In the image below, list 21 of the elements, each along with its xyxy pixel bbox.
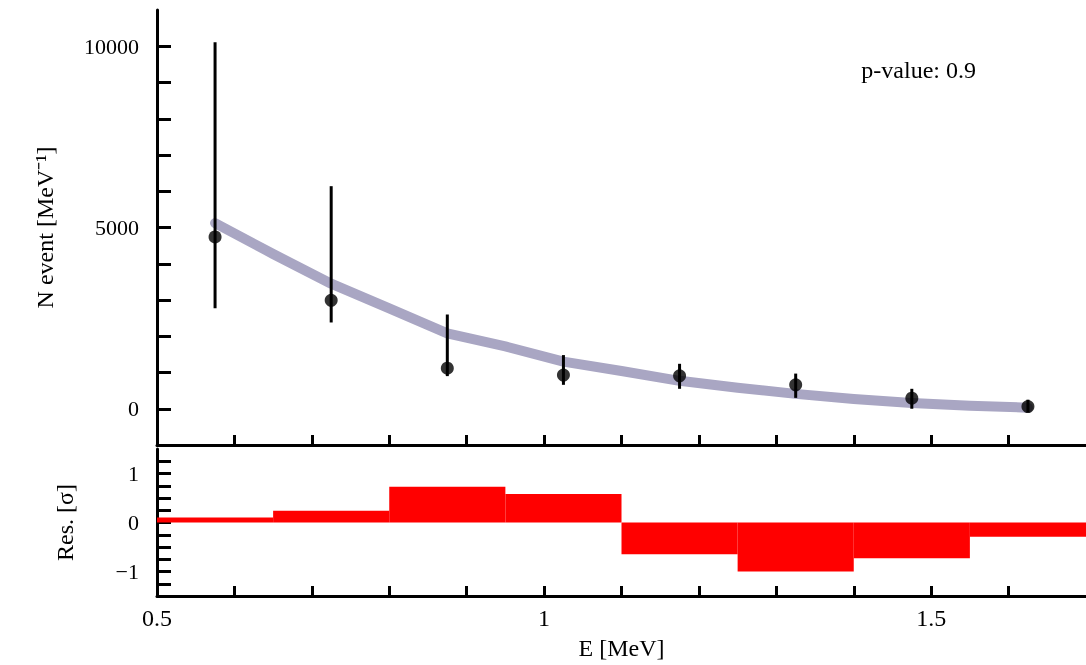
- point: [208, 230, 222, 244]
- y-tick-label: 0: [128, 396, 139, 422]
- point: [440, 361, 454, 375]
- y-axis-title: Res. [σ]: [52, 484, 78, 561]
- point: [1021, 400, 1035, 414]
- x-tick-label: 0.5: [142, 605, 172, 631]
- point: [905, 391, 919, 405]
- y-tick-label: 0: [128, 510, 139, 535]
- point: [673, 369, 687, 383]
- x-tick-label: 1.5: [916, 605, 947, 631]
- y-axis-title: N event [MeV⁻¹]: [32, 146, 58, 309]
- y-tick-label: 5000: [95, 215, 139, 240]
- y-tick-label: 10000: [84, 33, 139, 59]
- annotation: p-value: 0.9: [861, 57, 977, 83]
- point: [556, 368, 570, 382]
- y-tick-label: 1: [128, 461, 139, 486]
- x-tick-label: 1: [538, 605, 551, 631]
- point: [789, 378, 803, 392]
- point: [324, 293, 338, 307]
- x-axis-title: E [MeV]: [578, 635, 665, 661]
- y-tick-label: −1: [115, 559, 139, 584]
